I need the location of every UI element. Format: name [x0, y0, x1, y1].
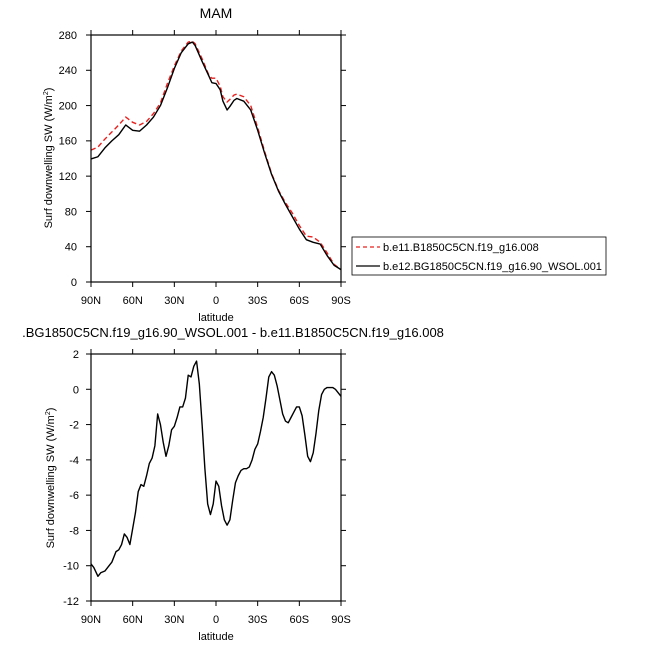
top-ytick-label: 0 [71, 277, 77, 289]
bottom-xtick-label: 90N [81, 614, 101, 626]
bottom-title: .BG1850C5CN.f19_g16.90_WSOL.001 - b.e11.… [22, 325, 444, 340]
top-ylabel: Surf downwelling SW (W/m2) [43, 88, 55, 229]
top-title: MAM [200, 5, 233, 21]
top-xtick-label: 90N [81, 295, 101, 307]
top-xtick-label: 30S [248, 295, 268, 307]
top-ytick-label: 200 [59, 100, 77, 112]
bottom-ylabel: Surf downwelling SW (W/m2) [45, 408, 57, 549]
top-xtick-label: 0 [213, 295, 219, 307]
top-ytick-label: 120 [59, 171, 77, 183]
bottom-ytick-label: -4 [69, 455, 79, 467]
top-plot-frame [90, 34, 342, 283]
top-series-line-dashed [90, 40, 342, 271]
top-ytick-label: 40 [65, 242, 77, 254]
bottom-ytick-labels: -12 -10 -8 -6 -4 -2 0 2 [63, 349, 79, 608]
legend-label: b.e12.BG1850C5CN.f19_g16.90_WSOL.001 [383, 261, 602, 273]
top-ytick-label: 240 [59, 65, 77, 77]
top-xtick-label: 60N [123, 295, 143, 307]
top-xtick-labels: 90N 60N 30N 0 30S 60S 90S [81, 295, 351, 307]
bottom-ticks-group [86, 349, 346, 606]
legend-box [351, 236, 607, 276]
bottom-ytick-label: -8 [69, 525, 79, 537]
bottom-plot-frame [90, 353, 342, 602]
bottom-ytick-label: -10 [63, 561, 79, 573]
top-ytick-labels: 0 40 80 120 160 200 240 280 [59, 30, 77, 289]
top-xtick-label: 90S [331, 295, 351, 307]
top-ticks-group [86, 30, 346, 287]
bottom-ytick-label: 0 [73, 384, 79, 396]
bottom-xlabel: latitude [198, 631, 233, 643]
top-xlabel: latitude [198, 312, 233, 324]
top-ytick-label: 80 [65, 206, 77, 218]
top-ytick-label: 280 [59, 30, 77, 42]
top-panel: MAM 0 40 80 120 160 200 240 280 90N 60N … [43, 5, 607, 324]
bottom-series-line-solid [90, 360, 342, 577]
legend-label: b.e11.B1850C5CN.f19_g16.008 [383, 242, 539, 254]
top-ytick-label: 160 [59, 136, 77, 148]
bottom-panel: .BG1850C5CN.f19_g16.90_WSOL.001 - b.e11.… [22, 325, 444, 643]
top-series-group [90, 40, 342, 271]
top-xtick-label: 30N [164, 295, 184, 307]
bottom-ytick-label: -12 [63, 596, 79, 608]
bottom-xtick-label: 30N [164, 614, 184, 626]
bottom-xtick-label: 60N [123, 614, 143, 626]
bottom-series-group [90, 360, 342, 577]
legend: b.e11.B1850C5CN.f19_g16.008 b.e12.BG1850… [351, 236, 607, 276]
bottom-xtick-label: 90S [331, 614, 351, 626]
bottom-xtick-label: 30S [248, 614, 268, 626]
top-xtick-label: 60S [290, 295, 310, 307]
bottom-xtick-label: 0 [213, 614, 219, 626]
bottom-xtick-label: 60S [290, 614, 310, 626]
bottom-ytick-label: 2 [73, 349, 79, 361]
bottom-xtick-labels: 90N 60N 30N 0 30S 60S 90S [81, 614, 351, 626]
top-series-line-solid [90, 41, 342, 271]
bottom-ytick-label: -6 [69, 490, 79, 502]
bottom-ytick-label: -2 [69, 420, 79, 432]
